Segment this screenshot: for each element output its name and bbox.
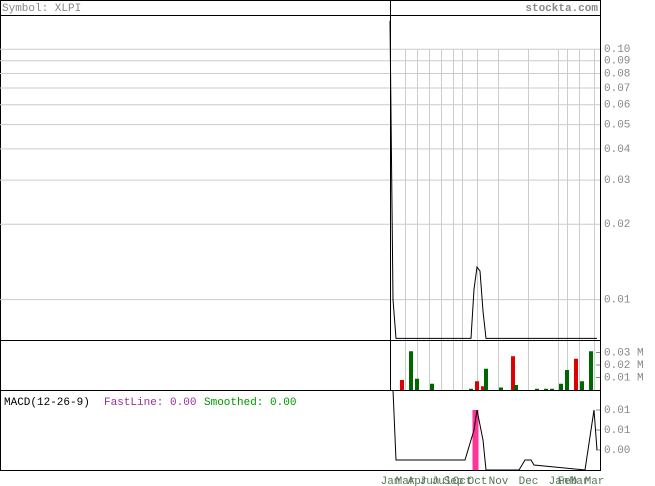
volume-bar <box>481 386 485 390</box>
x-tick-label: Nov <box>489 476 509 486</box>
y-tick-label: 0.09 <box>604 56 630 68</box>
volume-bar <box>475 381 479 390</box>
x-tick-label: Apr <box>408 476 428 486</box>
x-tick-label: Jan <box>381 476 401 486</box>
frame <box>0 0 601 471</box>
y-tick-label: 0.03 <box>604 175 630 187</box>
x-tick-label: Mar <box>570 476 590 486</box>
y-tick-label: 0.04 <box>604 144 631 156</box>
line <box>389 20 597 339</box>
y-tick-label: 0.02 M <box>604 360 644 372</box>
volume-bar <box>514 385 518 390</box>
x-tick-label: Jun <box>420 476 440 486</box>
x-tick-label: Jul <box>432 476 452 486</box>
y-tick-label: 0.00 <box>604 445 630 457</box>
y-tick-label: 0.02 <box>604 219 630 231</box>
volume-bar <box>415 378 419 390</box>
x-tick-label: Oct <box>453 476 473 486</box>
volume-bar <box>580 381 584 390</box>
volume-bar <box>544 388 548 390</box>
y-tick-label: 0.05 <box>604 120 630 132</box>
y-tick-label: 0.03 M <box>604 347 644 359</box>
y-tick-label: 0.01 <box>604 425 631 437</box>
x-tick-label: Mar <box>585 476 605 486</box>
y-tick-label: 0.08 <box>604 68 630 80</box>
volume-bar <box>499 387 503 390</box>
x-tick-label: Oct <box>468 476 488 486</box>
line <box>392 389 598 471</box>
y-tick-label: 0.01 M <box>604 372 644 384</box>
y-tick-label: 0.01 <box>604 295 631 307</box>
x-tick-label: Dec <box>519 476 539 486</box>
volume-bar <box>589 351 593 390</box>
volume-bar <box>574 358 578 390</box>
volume-bar <box>550 388 554 390</box>
volume-bar <box>511 356 515 390</box>
site: stockta.com <box>525 3 598 15</box>
volume-bar <box>484 368 488 390</box>
y-tick-label: 0.10 <box>604 44 630 56</box>
x-tick-label: Feb <box>558 476 578 486</box>
histogram-bar <box>475 410 479 470</box>
histogram-bar <box>472 410 476 470</box>
volume-bar <box>430 383 434 390</box>
legend-entry: FastLine: 0.00 <box>104 397 196 409</box>
x-tick-label: Sep <box>444 476 464 486</box>
y-tick-label: 0.06 <box>604 100 630 112</box>
y-tick-label: 0.01 <box>604 405 631 417</box>
y-tick-label: 0.07 <box>604 83 630 95</box>
volume-bar <box>559 383 563 390</box>
volume-bar <box>409 351 413 390</box>
volume-bar <box>565 370 569 390</box>
volume-bar <box>400 380 404 390</box>
macd-title: MACD(12-26-9) <box>4 397 90 409</box>
volume-bar <box>535 388 539 390</box>
volume-bar <box>469 388 473 390</box>
x-tick-label: Mar <box>396 476 416 486</box>
legend-entry: Smoothed: 0.00 <box>204 397 296 409</box>
symbol: Symbol: XLPI <box>2 3 81 15</box>
x-tick-label: Jan <box>549 476 569 486</box>
